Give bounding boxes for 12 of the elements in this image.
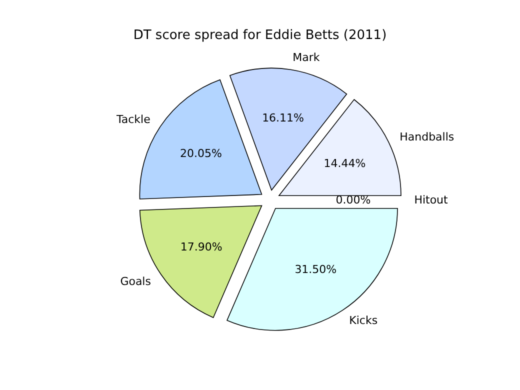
- chart-title: DT score spread for Eddie Betts (2011): [132, 28, 388, 43]
- slice-label: Mark: [292, 51, 320, 64]
- data-label: 14.44%: [324, 157, 366, 170]
- category-label: Hitout: [414, 194, 448, 206]
- slice-label: Tackle: [115, 113, 151, 126]
- data-label: 17.90%: [180, 240, 222, 254]
- slice-label: Handballs: [400, 130, 454, 144]
- slice-label: Kicks: [349, 314, 378, 328]
- data-label: 31.50%: [294, 263, 337, 276]
- slice-label: Goals: [120, 274, 152, 288]
- data-label: 16.11%: [262, 111, 304, 124]
- data-label: 20.05%: [180, 147, 222, 160]
